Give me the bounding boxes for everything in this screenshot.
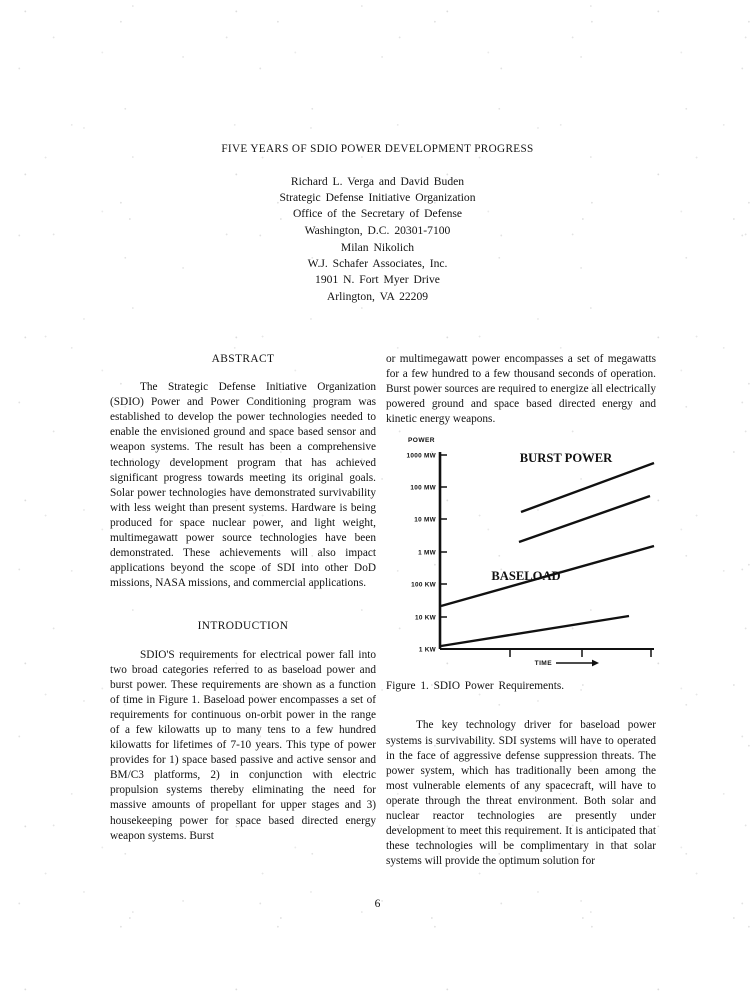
- chart-y-tick-labels: 1000 MW 100 MW 10 MW 1 MW 100 KW 10 KW 1…: [407, 453, 437, 654]
- chart-x-axis-title: TIME: [535, 660, 553, 667]
- chart-x-ticks: [509, 649, 652, 657]
- page-number: 6: [374, 898, 381, 910]
- left-column: ABSTRACT The Strategic Defense Initiativ…: [110, 352, 376, 844]
- ytick-label-0: 1000 MW: [407, 453, 437, 460]
- chart-x-axis-arrow-icon: [556, 659, 599, 667]
- ytick-label-4: 100 KW: [411, 582, 437, 589]
- chart-line-burst-upper: [520, 461, 655, 514]
- ytick-label-2: 10 MW: [414, 517, 436, 524]
- ytick-label-5: 10 KW: [415, 615, 437, 622]
- ytick-label-3: 1 MW: [418, 550, 437, 557]
- chart-line-burst-lower: [518, 494, 651, 544]
- introduction-paragraph: SDIO'S requirements for electrical power…: [110, 648, 376, 842]
- chart-annotation-burst-power: BURST POWER: [520, 451, 613, 465]
- right-column: or multimegawatt power encompasses a set…: [386, 352, 656, 869]
- ytick-label-1: 100 MW: [410, 485, 436, 492]
- author-block-primary: Richard L. Verga and David Buden Strateg…: [0, 174, 755, 239]
- ytick-label-6: 1 KW: [419, 647, 437, 654]
- author2-street: 1901 N. Fort Myer Drive: [315, 273, 440, 287]
- power-requirements-chart: 1000 MW 100 MW 10 MW 1 MW 100 KW 10 KW 1…: [407, 451, 655, 667]
- abstract-heading: ABSTRACT: [211, 353, 275, 365]
- chart-line-baseload-lower: [440, 614, 630, 648]
- author-address: Washington, D.C. 20301-7100: [304, 223, 451, 237]
- page-title-text: FIVE YEARS OF SDIO POWER DEVELOPMENT PRO…: [221, 143, 534, 155]
- chart-y-ticks: [440, 454, 447, 650]
- right-column-paragraph: The key technology driver for baseload p…: [386, 719, 656, 868]
- author2-city: Arlington, VA 22209: [326, 289, 429, 303]
- right-column-continuation-paragraph: or multimegawatt power encompasses a set…: [386, 353, 656, 426]
- chart-y-axis-title: POWER: [408, 437, 435, 444]
- page-title: FIVE YEARS OF SDIO POWER DEVELOPMENT PRO…: [0, 143, 755, 155]
- author2-company: W.J. Schafer Associates, Inc.: [307, 257, 448, 271]
- author-block-secondary: Milan Nikolich W.J. Schafer Associates, …: [0, 240, 755, 305]
- author-names: Richard L. Verga and David Buden: [290, 175, 465, 188]
- figure-caption: Figure 1. SDIO Power Requirements.: [386, 680, 565, 692]
- author-organization: Strategic Defense Initiative Organizatio…: [279, 191, 476, 205]
- author-office: Office of the Secretary of Defense: [292, 207, 463, 221]
- chart-line-baseload-upper: [440, 544, 655, 608]
- abstract-paragraph: The Strategic Defense Initiative Organiz…: [110, 381, 376, 590]
- author2-name: Milan Nikolich: [340, 241, 415, 254]
- chart-annotation-baseload: BASELOAD: [491, 569, 560, 583]
- introduction-heading: INTRODUCTION: [197, 620, 289, 633]
